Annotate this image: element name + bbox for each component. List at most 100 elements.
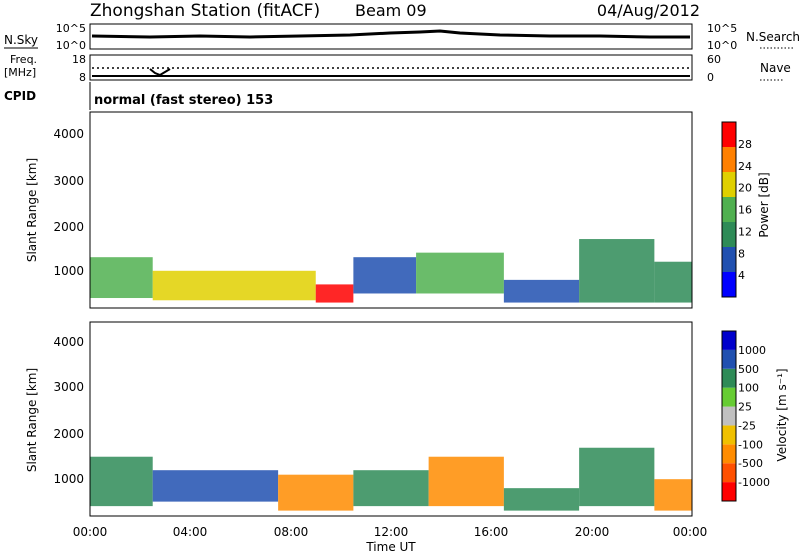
date-label: 04/Aug/2012 (597, 1, 700, 20)
velocity-colorbar-swatch-4 (722, 406, 736, 426)
power-region-4 (416, 252, 504, 294)
power-region-5 (503, 279, 580, 303)
power-region-2 (315, 284, 354, 303)
nsky-tick-high: 10^5 (56, 22, 86, 35)
velocity-data-regions (90, 447, 692, 511)
power-data-regions (90, 239, 692, 303)
nsky-panel (89, 23, 693, 50)
velocity-colorbar: 1000 500 100 25 -25 -100 -500 -1000 (721, 330, 770, 502)
power-colorbar-tick-4: 12 (738, 225, 752, 238)
power-colorbar-swatch-4 (722, 172, 736, 197)
power-region-7 (654, 261, 692, 303)
velocity-region-6 (579, 447, 655, 507)
freq-unit: [MHz] (4, 66, 36, 79)
power-region-1 (152, 270, 316, 301)
xtick-1600: 16:00 (474, 525, 509, 539)
power-colorbar-swatch-3 (722, 197, 736, 222)
velocity-colorbar-tick-2: 100 (738, 382, 759, 395)
velocity-ytick-2000: 2000 (53, 427, 84, 441)
power-ylabel: Slant Range [km] (25, 158, 39, 262)
power-colorbar-swatch-6 (722, 122, 736, 147)
velocity-ytick-3000: 3000 (53, 380, 84, 394)
power-ytick-4000: 4000 (53, 127, 84, 141)
nsearch-tick-low: 10^0 (707, 39, 737, 52)
power-ytick-1000: 1000 (53, 264, 84, 278)
freq-label: Freq. (10, 53, 37, 66)
power-colorbar-swatch-5 (722, 147, 736, 172)
freq-tick-high: 18 (72, 53, 86, 66)
power-panel: 4000 3000 2000 1000 Slant Range [km] 282… (25, 111, 771, 309)
velocity-plot-border (89, 321, 693, 517)
power-colorbar: 28 24 20 16 12 8 4 (721, 121, 752, 298)
power-plot-border (89, 111, 693, 309)
freq-tick-low: 8 (79, 71, 86, 84)
power-colorbar-tick-5: 8 (738, 247, 745, 260)
cpid-label: CPID (4, 89, 36, 103)
power-colorbar-swatch-2 (722, 222, 736, 247)
velocity-region-5 (503, 488, 580, 511)
velocity-colorbar-tick-3: 25 (738, 401, 752, 414)
power-ytick-3000: 3000 (53, 174, 84, 188)
velocity-colorbar-tick-6: -500 (738, 457, 763, 470)
velocity-colorbar-label: Velocity [m s⁻¹] (775, 368, 789, 461)
nave-label: Nave (760, 61, 791, 75)
xtick-2400: 00:00 (673, 525, 708, 539)
xtick-0000: 00:00 (73, 525, 108, 539)
velocity-colorbar-swatch-5 (722, 387, 736, 407)
velocity-colorbar-swatch-6 (722, 368, 736, 388)
velocity-colorbar-tick-7: -1000 (738, 476, 770, 489)
nave-dip (149, 68, 171, 77)
cpid-value: normal (fast stereo) 153 (94, 93, 273, 108)
velocity-colorbar-swatch-0 (722, 482, 736, 501)
power-colorbar-swatch-1 (722, 247, 736, 272)
velocity-ytick-1000: 1000 (53, 472, 84, 486)
power-colorbar-tick-2: 20 (738, 182, 752, 195)
velocity-region-3 (353, 470, 429, 507)
velocity-colorbar-swatch-3 (722, 425, 736, 445)
velocity-ylabel: Slant Range [km] (25, 368, 39, 472)
velocity-region-1 (152, 470, 279, 502)
power-colorbar-tick-1: 24 (738, 160, 752, 173)
velocity-colorbar-tick-1: 500 (738, 363, 759, 376)
velocity-region-2 (278, 474, 354, 511)
velocity-colorbar-tick-0: 1000 (738, 344, 766, 357)
nsearch-tick-high: 10^5 (707, 22, 737, 35)
power-region-3 (353, 257, 417, 294)
nave-tick-high: 60 (707, 53, 721, 66)
xtick-0400: 04:00 (173, 525, 208, 539)
velocity-colorbar-tick-4: -25 (738, 419, 756, 432)
velocity-ytick-4000: 4000 (53, 335, 84, 349)
velocity-region-0 (90, 456, 153, 507)
power-colorbar-tick-6: 4 (738, 269, 745, 282)
power-colorbar-frame (721, 121, 737, 298)
beam-label: Beam 09 (355, 1, 427, 20)
power-colorbar-label: Power [dB] (757, 172, 771, 237)
power-region-0 (90, 257, 153, 299)
xtick-2000: 20:00 (575, 525, 610, 539)
velocity-colorbar-swatch-2 (722, 444, 736, 464)
power-colorbar-tick-0: 28 (738, 138, 752, 151)
velocity-region-4 (428, 456, 504, 507)
xlabel: Time UT (365, 540, 416, 554)
power-colorbar-tick-3: 16 (738, 204, 752, 217)
velocity-colorbar-frame (721, 330, 737, 502)
xtick-1200: 12:00 (374, 525, 409, 539)
nsky-trace (91, 29, 690, 39)
nsky-tick-low: 10^0 (56, 39, 86, 52)
nave-tick-low: 0 (707, 71, 714, 84)
station-title: Zhongshan Station (fitACF) (90, 1, 320, 21)
power-region-6 (579, 239, 655, 303)
nsky-label: N.Sky (4, 33, 38, 47)
velocity-colorbar-tick-5: -100 (738, 438, 763, 451)
nsearch-label: N.Search (746, 30, 800, 44)
freq-panel (89, 54, 693, 81)
velocity-colorbar-swatch-1 (722, 463, 736, 483)
velocity-panel: 4000 3000 2000 1000 Slant Range [km] 100… (25, 321, 789, 554)
power-ytick-2000: 2000 (53, 220, 84, 234)
velocity-colorbar-swatch-8 (722, 331, 736, 350)
power-colorbar-swatch-0 (722, 272, 736, 297)
velocity-region-7 (654, 479, 692, 511)
xtick-0800: 08:00 (274, 525, 309, 539)
velocity-colorbar-swatch-7 (722, 349, 736, 369)
